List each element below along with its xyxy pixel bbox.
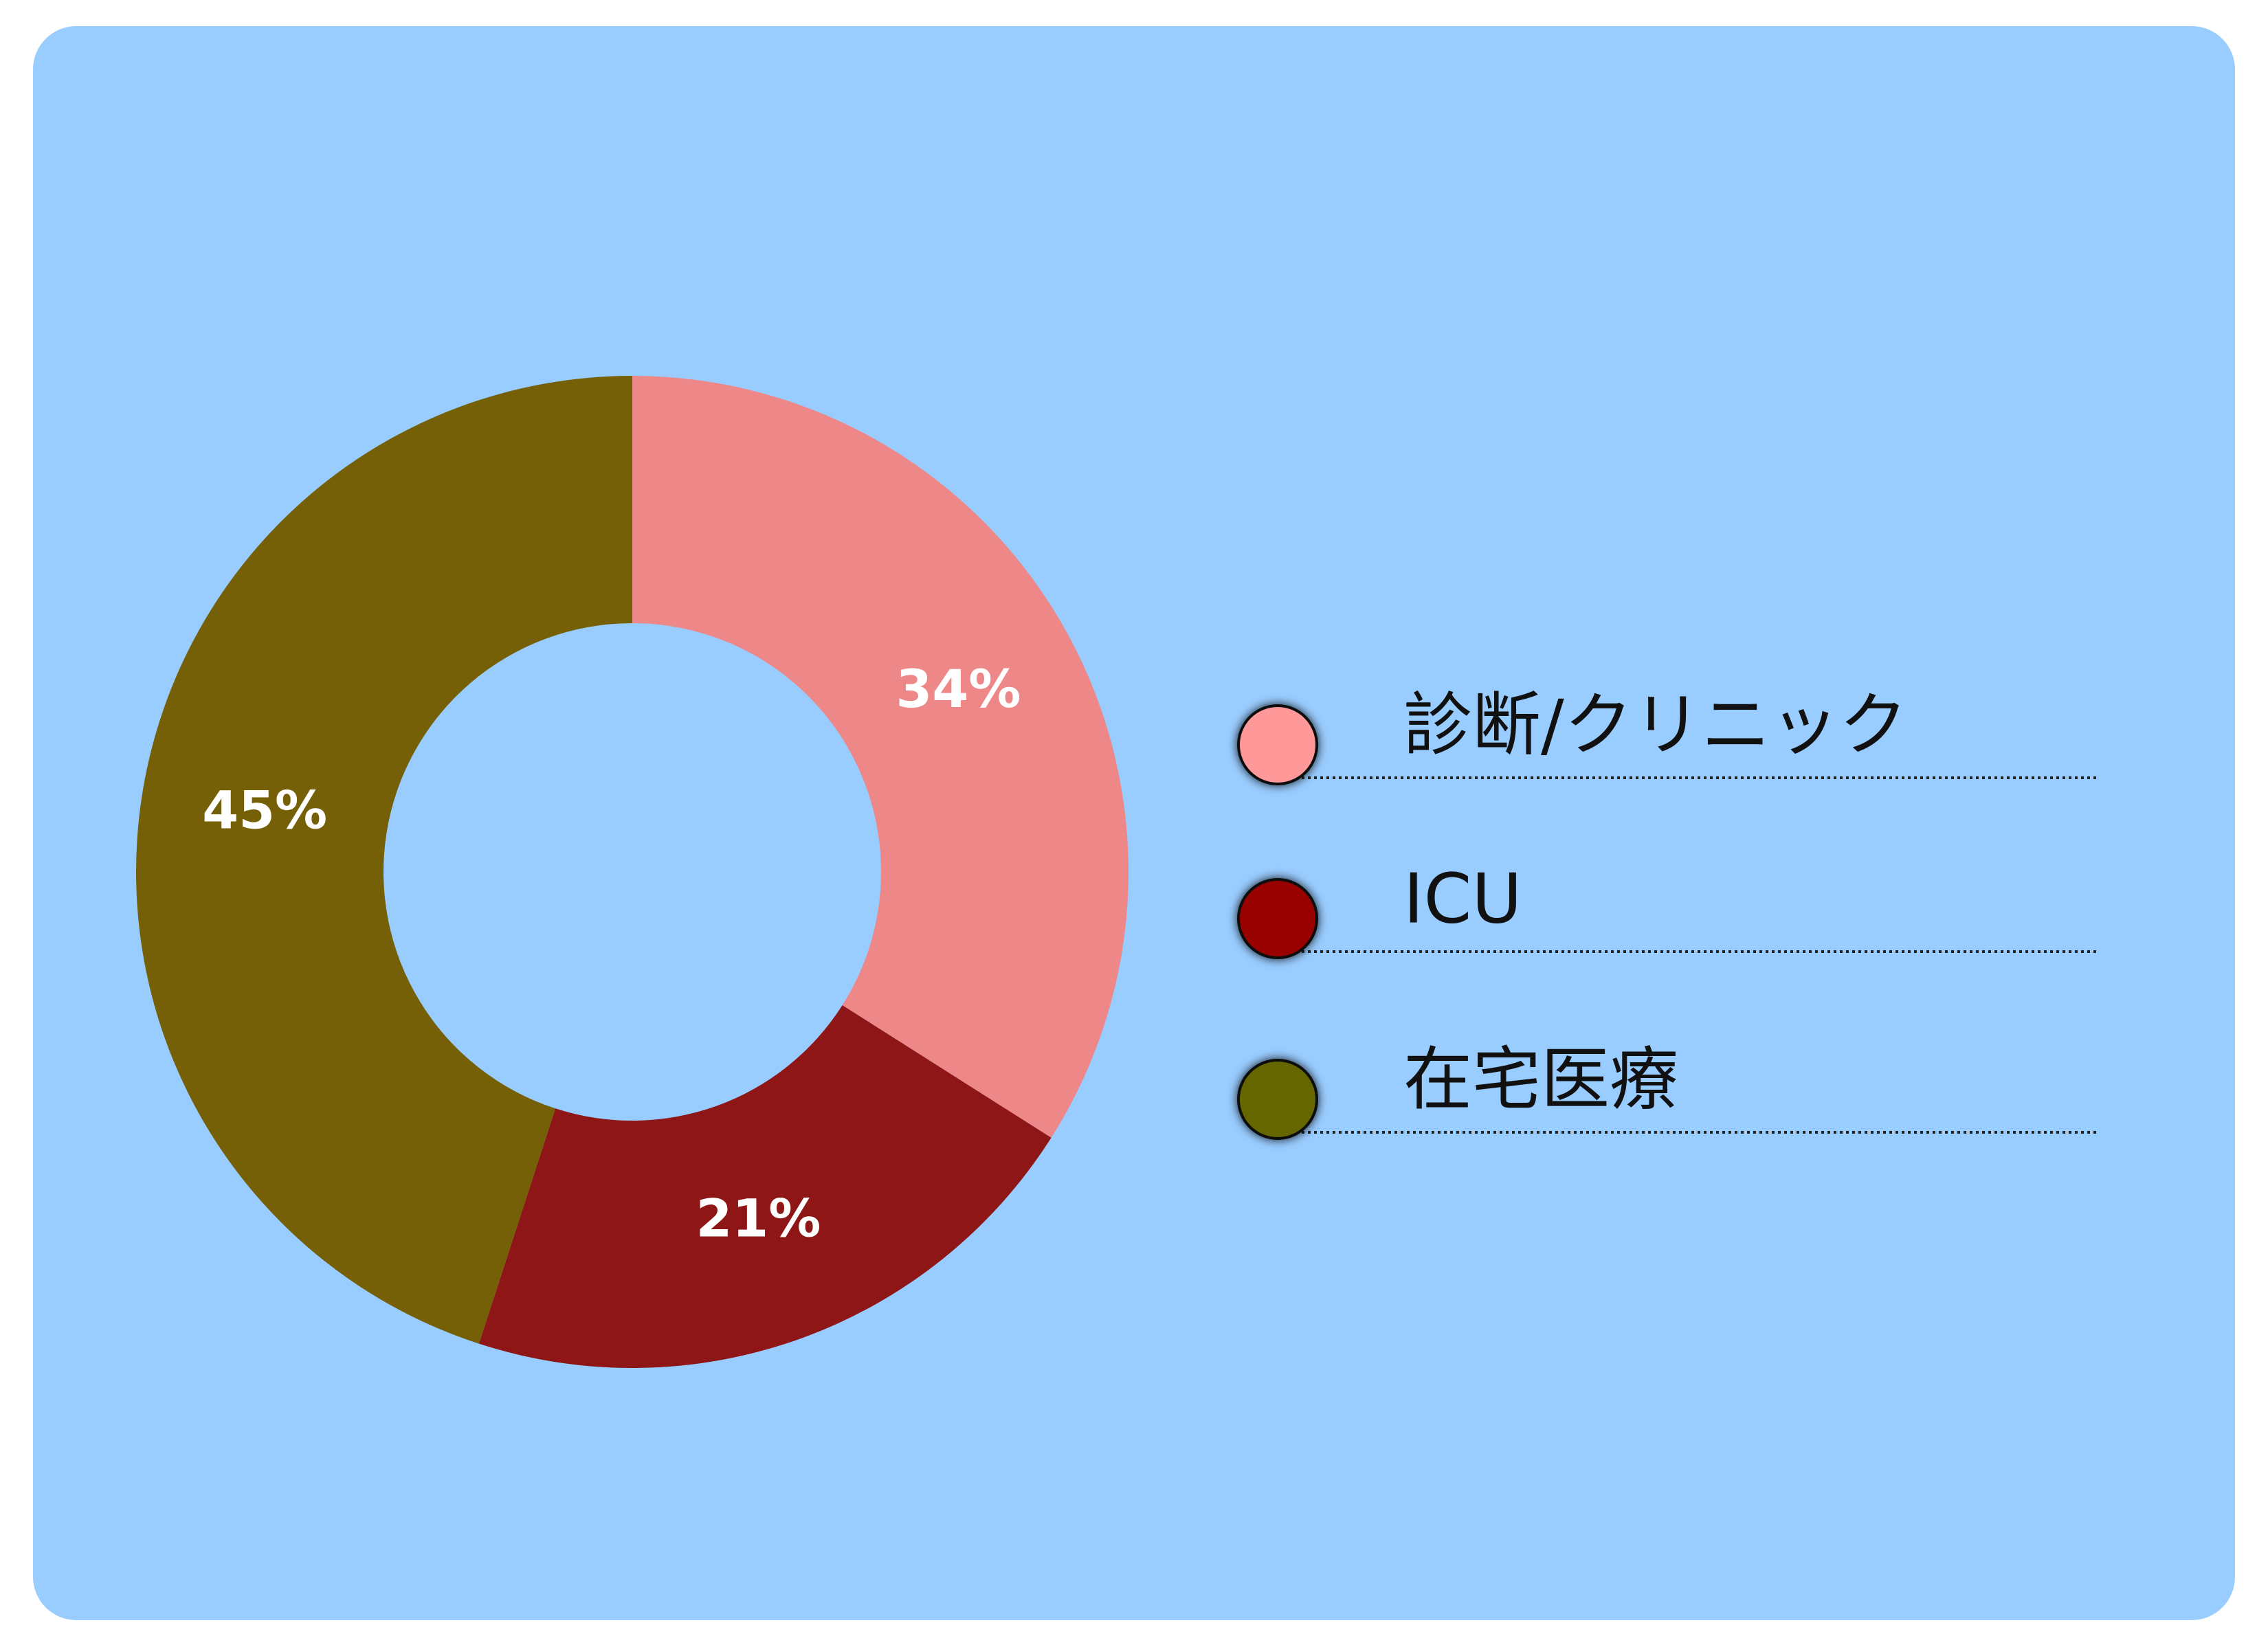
legend-label: 在宅医療 bbox=[1403, 1039, 1678, 1119]
donut-slice bbox=[136, 376, 632, 1344]
donut-slice bbox=[478, 1005, 1052, 1368]
legend-label: 診断/クリニック bbox=[1403, 684, 1908, 765]
legend-label: ICU bbox=[1403, 858, 1522, 939]
legend-marker bbox=[1237, 704, 1318, 785]
legend: 診断/クリニック ICU 在宅医療 bbox=[1237, 684, 2098, 1140]
legend-marker bbox=[1237, 1059, 1318, 1140]
donut-slice bbox=[632, 376, 1129, 1138]
donut: 34% 21% 45% bbox=[136, 376, 1129, 1368]
legend-marker bbox=[1237, 878, 1318, 959]
value-label: 34% bbox=[896, 658, 1021, 719]
value-label: 45% bbox=[202, 779, 327, 840]
value-label: 21% bbox=[696, 1187, 821, 1248]
